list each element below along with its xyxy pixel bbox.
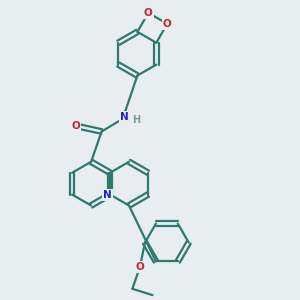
Text: O: O	[71, 122, 80, 131]
Text: O: O	[144, 8, 153, 18]
Text: O: O	[136, 262, 144, 272]
Text: O: O	[163, 19, 172, 29]
Text: N: N	[103, 190, 112, 200]
Text: N: N	[120, 112, 129, 122]
Text: H: H	[132, 115, 140, 125]
